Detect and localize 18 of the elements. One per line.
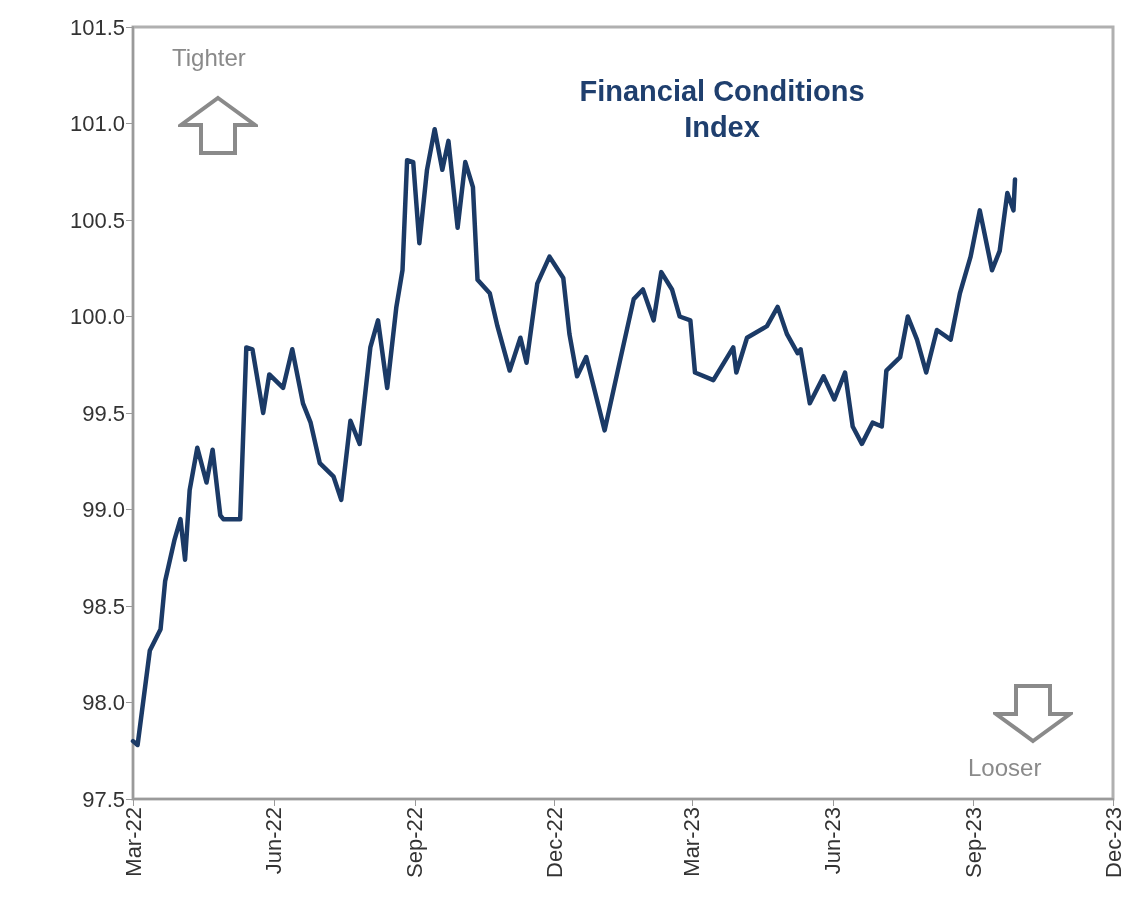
y-tick-label: 99.5	[82, 400, 125, 426]
y-tick-label: 101.5	[69, 14, 125, 40]
y-tick-label: 98.5	[82, 593, 125, 619]
annotation: Tighter	[172, 43, 246, 71]
y-tick-label: 99.0	[82, 497, 125, 522]
y-tick-label: 101.0	[69, 111, 125, 136]
text: Financial Conditions Index	[579, 75, 865, 143]
x-tick-label: Mar-23	[679, 807, 705, 877]
annotation: Looser	[968, 753, 1042, 781]
y-tick-label: 100.0	[69, 304, 125, 329]
x-tick-label: Jun-23	[820, 807, 846, 875]
y-tick-label: 98.0	[82, 690, 125, 715]
x-tick-label: Dec-22	[541, 807, 567, 878]
x-tick-label: Dec-23	[1100, 807, 1125, 878]
y-tick-label: 100.5	[69, 207, 125, 233]
x-tick-label: Jun-22	[261, 807, 287, 875]
x-tick-label: Sep-22	[402, 807, 428, 878]
x-tick-label: Sep-23	[961, 807, 987, 878]
